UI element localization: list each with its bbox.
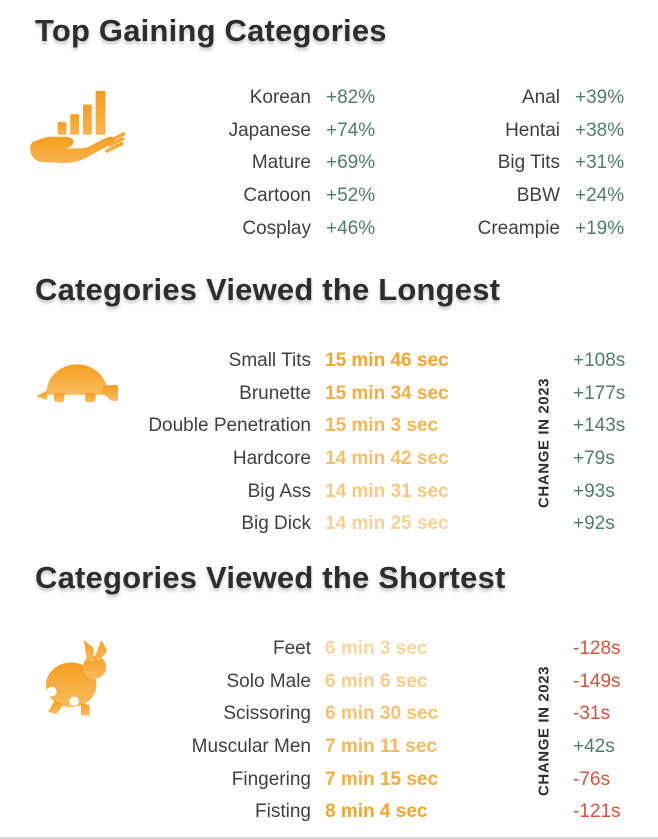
category-label: Scissoring — [223, 703, 311, 725]
gain-value: +31% — [575, 152, 625, 174]
bottom-divider — [0, 837, 658, 839]
change-value: +42s — [573, 736, 615, 758]
watch-time-value: 14 min 31 sec — [325, 480, 449, 502]
gain-row: Hentai +38% — [380, 115, 624, 148]
gain-row: Japanese +74% — [60, 115, 376, 148]
shortest-rows: Feet 6 min 3 sec -128s Solo Male 6 min 6… — [0, 633, 621, 829]
change-value: +108s — [573, 350, 626, 372]
viewed-row: Fingering 7 min 15 sec -76s — [0, 763, 621, 796]
gain-row: Creampie +19% — [380, 212, 625, 245]
category-label: Mature — [251, 152, 311, 174]
viewed-row: Double Penetration 15 min 3 sec +143s — [0, 410, 625, 443]
viewed-row: Big Dick 14 min 25 sec +92s — [0, 508, 625, 541]
watch-time-value: 7 min 15 sec — [325, 768, 439, 790]
change-value: +92s — [573, 513, 615, 535]
category-label: Creampie — [477, 217, 560, 239]
gain-value: +39% — [575, 87, 625, 109]
rabbit-icon — [44, 638, 112, 718]
gain-value: +38% — [575, 119, 625, 141]
category-label: Japanese — [228, 119, 311, 141]
section-title-shortest: Categories Viewed the Shortest — [35, 560, 506, 595]
gain-value: +46% — [326, 217, 376, 239]
gain-value: +19% — [575, 217, 625, 239]
gaining-column-right: Anal +39% Hentai +38% Big Tits +31% BBW … — [380, 82, 625, 245]
viewed-row: Big Ass 14 min 31 sec +93s — [0, 475, 625, 508]
change-value: +143s — [573, 415, 626, 437]
viewed-row: Fisting 8 min 4 sec -121s — [0, 796, 621, 829]
change-value: +79s — [573, 448, 615, 470]
turtle-icon — [36, 354, 118, 406]
gain-row: Cosplay +46% — [60, 212, 375, 245]
category-label: Hardcore — [232, 448, 311, 470]
category-label: BBW — [516, 185, 560, 207]
category-label: Korean — [249, 87, 311, 109]
watch-time-value: 15 min 46 sec — [325, 350, 449, 372]
category-label: Feet — [272, 638, 311, 660]
gain-row: Big Tits +31% — [380, 147, 624, 180]
viewed-row: Small Tits 15 min 46 sec +108s — [0, 345, 626, 378]
viewed-row: Hardcore 14 min 42 sec +79s — [0, 443, 625, 476]
watch-time-value: 15 min 34 sec — [325, 382, 449, 404]
gain-value: +24% — [575, 185, 625, 207]
category-label: Fisting — [255, 801, 311, 823]
category-label: Cartoon — [243, 185, 311, 207]
change-value: -76s — [573, 768, 610, 790]
category-label: Big Dick — [241, 513, 311, 535]
longest-rows: Small Tits 15 min 46 sec +108s Brunette … — [0, 345, 625, 541]
section-title-gaining: Top Gaining Categories — [35, 13, 387, 48]
watch-time-value: 6 min 30 sec — [325, 703, 439, 725]
change-value: -121s — [573, 801, 621, 823]
category-label: Solo Male — [226, 670, 312, 692]
gain-value: +74% — [326, 119, 376, 141]
gain-row: Mature +69% — [60, 147, 375, 180]
viewed-row: Brunette 15 min 34 sec +177s — [0, 378, 625, 411]
change-value: -149s — [573, 670, 621, 692]
category-label: Cosplay — [242, 217, 311, 239]
watch-time-value: 6 min 6 sec — [325, 670, 428, 692]
viewed-row: Scissoring 6 min 30 sec -31s — [0, 698, 621, 731]
category-label: Hentai — [505, 119, 560, 141]
category-label: Anal — [521, 87, 560, 109]
gain-value: +52% — [326, 185, 376, 207]
category-label: Big Tits — [497, 152, 560, 174]
change-value: -31s — [573, 703, 610, 725]
section-title-longest: Categories Viewed the Longest — [35, 272, 501, 307]
gain-row: BBW +24% — [380, 180, 624, 213]
category-label: Double Penetration — [148, 415, 311, 437]
change-value: -128s — [573, 638, 621, 660]
viewed-row: Feet 6 min 3 sec -128s — [0, 633, 621, 666]
gain-row: Korean +82% — [60, 82, 375, 115]
category-label: Brunette — [239, 382, 311, 404]
watch-time-value: 8 min 4 sec — [325, 801, 428, 823]
category-label: Fingering — [231, 768, 311, 790]
viewed-row: Solo Male 6 min 6 sec -149s — [0, 666, 621, 699]
viewed-row: Muscular Men 7 min 11 sec +42s — [0, 731, 621, 764]
gain-value: +82% — [326, 87, 376, 109]
gain-row: Anal +39% — [380, 82, 624, 115]
watch-time-value: 15 min 3 sec — [325, 415, 439, 437]
change-value: +177s — [573, 382, 626, 404]
category-label: Big Ass — [247, 480, 311, 502]
watch-time-value: 14 min 25 sec — [325, 513, 449, 535]
gain-row: Cartoon +52% — [60, 180, 375, 213]
category-label: Muscular Men — [191, 736, 311, 758]
watch-time-value: 14 min 42 sec — [325, 448, 449, 470]
gain-value: +69% — [326, 152, 376, 174]
watch-time-value: 6 min 3 sec — [325, 638, 428, 660]
watch-time-value: 7 min 11 sec — [325, 736, 437, 758]
growth-hand-icon — [28, 86, 136, 164]
change-axis-label: CHANGE IN 2023 — [535, 377, 553, 509]
category-label: Small Tits — [228, 350, 311, 372]
gaining-column-left: Korean +82% Japanese +74% Mature +69% Ca… — [60, 82, 376, 245]
change-axis-label: CHANGE IN 2023 — [535, 665, 553, 797]
change-value: +93s — [573, 480, 615, 502]
